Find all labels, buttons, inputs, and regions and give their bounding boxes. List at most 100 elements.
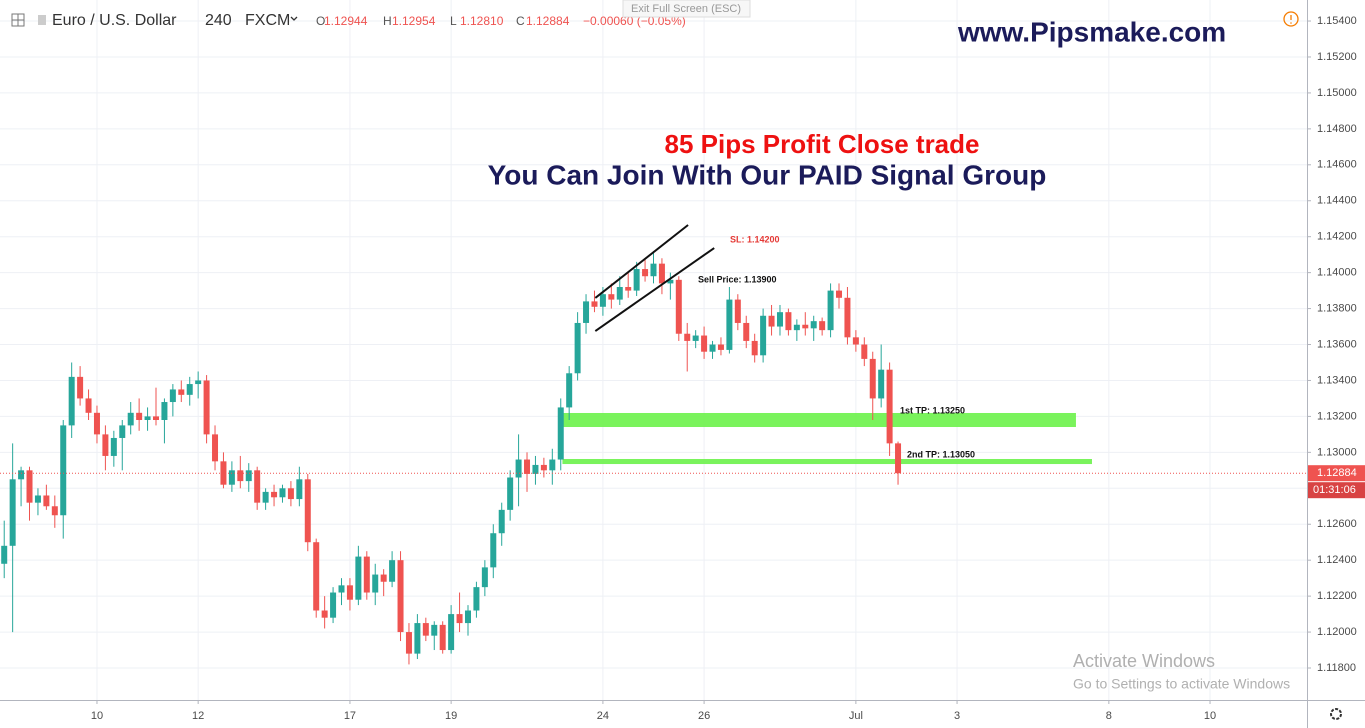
candle-body — [321, 610, 328, 618]
candle-body — [245, 470, 252, 482]
candle-body — [751, 340, 758, 356]
candle-body — [9, 479, 16, 546]
x-tick-label: 26 — [698, 710, 710, 722]
y-tick-label: 1.14200 — [1317, 231, 1357, 243]
candle-body — [591, 301, 598, 307]
candle-body — [515, 459, 522, 478]
ohlc-key: H — [383, 14, 392, 28]
candle-body — [532, 464, 539, 474]
candle-body — [490, 533, 497, 568]
candle-body — [93, 412, 100, 435]
exit-fullscreen-button[interactable] — [622, 0, 751, 18]
candle-body — [743, 322, 750, 341]
ohlc-key: C — [516, 14, 525, 28]
dropdown-caret[interactable] — [290, 16, 298, 21]
candle-body — [68, 376, 75, 426]
candle-body — [304, 479, 311, 543]
candle-body — [439, 624, 446, 651]
candle-body — [540, 464, 547, 471]
candle-body — [701, 335, 708, 352]
candle-body — [583, 301, 590, 323]
countdown-label: 01:31:06 — [1313, 484, 1356, 496]
candle-body — [760, 315, 767, 356]
candle-body — [844, 297, 851, 338]
y-tick-label: 1.13800 — [1317, 302, 1357, 314]
exchange[interactable]: FXCM — [245, 12, 290, 29]
candle-body — [802, 324, 809, 329]
y-tick-label: 1.14600 — [1317, 159, 1357, 171]
candle-body — [776, 312, 783, 327]
candle-body — [473, 587, 480, 611]
candle-body — [195, 380, 202, 385]
alert-icon-dot[interactable] — [1290, 22, 1292, 24]
x-tick-label: 17 — [344, 710, 356, 722]
candle-body — [448, 614, 455, 651]
candle-body — [625, 287, 632, 291]
annotation: 2nd TP: 1.13050 — [907, 449, 975, 459]
ohlc-value: 1.12884 — [526, 14, 570, 28]
watermark: www.Pipsmake.com — [957, 16, 1226, 47]
interval[interactable]: 240 — [205, 12, 232, 29]
y-tick-label: 1.13400 — [1317, 374, 1357, 386]
y-tick-label: 1.12000 — [1317, 626, 1357, 638]
candle-body — [330, 592, 337, 618]
countdown-box — [1308, 482, 1365, 499]
candle-body — [212, 434, 219, 462]
drag-handle[interactable] — [38, 15, 46, 25]
candle-body — [34, 495, 41, 503]
symbol[interactable]: Euro / U.S. Dollar — [52, 12, 177, 29]
y-tick-label: 1.12600 — [1317, 518, 1357, 530]
candle-body — [389, 560, 396, 582]
candle-body — [599, 294, 606, 307]
candle-body — [692, 335, 699, 341]
y-tick-label: 1.13600 — [1317, 338, 1357, 350]
candle-body — [608, 294, 615, 300]
y-tick-label: 1.14800 — [1317, 123, 1357, 135]
candle-body — [77, 376, 84, 399]
x-tick-label: 8 — [1106, 710, 1112, 722]
y-tick-label: 1.15000 — [1317, 87, 1357, 99]
candle-body — [717, 344, 724, 350]
crosshair-icon[interactable] — [11, 13, 25, 27]
candle-body — [869, 358, 876, 399]
candle-body — [405, 632, 412, 654]
candle-body — [414, 623, 421, 654]
y-tick-label: 1.12400 — [1317, 554, 1357, 566]
candle-body — [296, 479, 303, 500]
candle-body — [793, 324, 800, 331]
settings-icon[interactable] — [1330, 708, 1342, 720]
candle-body — [127, 412, 134, 426]
last-price-label: 1.12884 — [1317, 467, 1357, 479]
y-tick-label: 1.13200 — [1317, 410, 1357, 422]
candle-body — [878, 369, 885, 399]
candle-body — [658, 263, 665, 284]
activate-windows-subtitle: Go to Settings to activate Windows — [1073, 676, 1290, 692]
y-tick-label: 1.15400 — [1317, 15, 1357, 27]
ohlc-value: 1.12954 — [392, 14, 436, 28]
x-tick-label: 19 — [445, 710, 457, 722]
candle-body — [355, 556, 362, 600]
annotation: Sell Price: 1.13900 — [698, 274, 777, 284]
candle-body — [169, 389, 176, 403]
candle-body — [363, 556, 370, 593]
candle-body — [110, 437, 117, 456]
candle-body — [819, 321, 826, 331]
change: −0.00060 (−0.05%) — [583, 14, 686, 28]
candle-body — [279, 488, 286, 498]
candle-body — [709, 344, 716, 352]
candle-body — [51, 506, 58, 516]
candle-body — [338, 585, 345, 593]
alert-icon[interactable] — [1283, 11, 1299, 27]
candle-body — [498, 509, 505, 534]
candle-body — [119, 425, 126, 438]
candle-body — [152, 416, 159, 420]
candle-body — [262, 491, 269, 503]
exit-fullscreen-text[interactable]: Exit Full Screen (ESC) — [631, 3, 741, 15]
activate-windows-title: Activate Windows — [1073, 651, 1215, 671]
y-tick-label: 1.13000 — [1317, 446, 1357, 458]
candle-body — [852, 337, 859, 345]
chart-title: 85 Pips Profit Close trade — [665, 129, 980, 159]
candle-body — [422, 623, 429, 636]
